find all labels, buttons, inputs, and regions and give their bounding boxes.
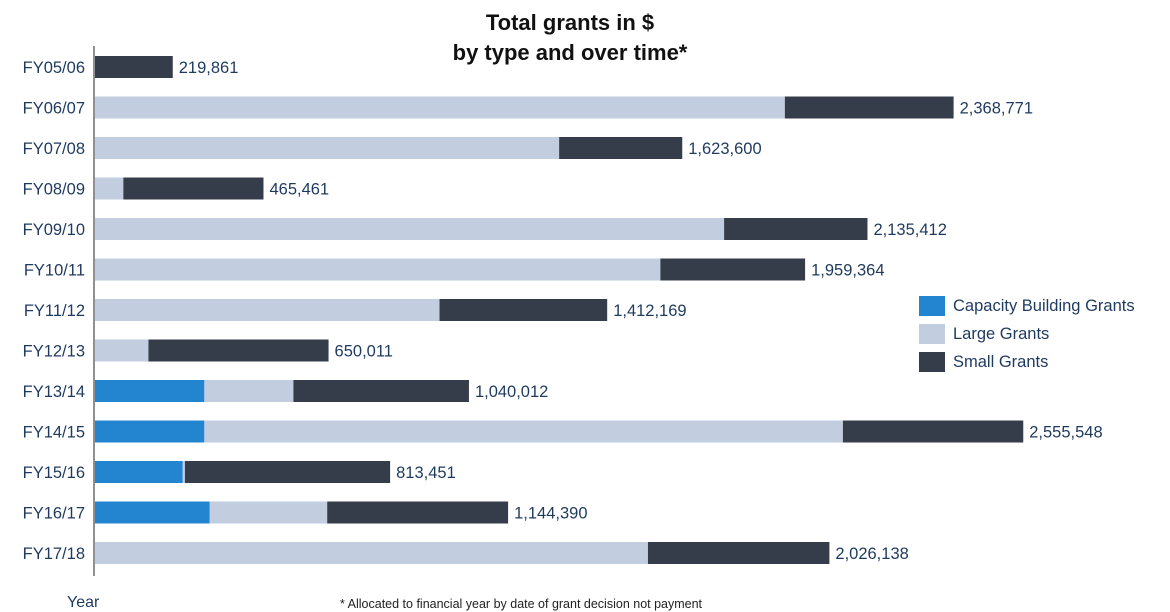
legend-item-small-grants: Small Grants bbox=[919, 348, 1135, 376]
y-tick-label: FY10/11 bbox=[24, 262, 85, 280]
bar-total-label: 1,040,012 bbox=[475, 383, 548, 401]
y-tick-label: FY17/18 bbox=[23, 545, 85, 563]
bar-large-grants-fy15-16 bbox=[182, 461, 185, 483]
bar-large-grants-fy16-17 bbox=[209, 501, 328, 524]
bar-large-grants-fy17-18 bbox=[95, 542, 648, 564]
bar-total-label: 219,861 bbox=[179, 59, 239, 77]
bar-small-grants-fy07-08 bbox=[559, 137, 683, 159]
y-axis-label: Year bbox=[67, 594, 100, 611]
chart-footnote: * Allocated to financial year by date of… bbox=[340, 597, 703, 611]
bar-total-label: 2,026,138 bbox=[835, 545, 908, 563]
chart-title-line-2: by type and over time* bbox=[452, 40, 688, 65]
bar-small-grants-fy10-11 bbox=[660, 258, 806, 281]
legend-item-large-grants: Large Grants bbox=[919, 320, 1135, 348]
chart-legend: Capacity Building Grants Large Grants Sm… bbox=[919, 292, 1135, 376]
bar-total-label: 1,412,169 bbox=[613, 302, 686, 320]
y-tick-label: FY05/06 bbox=[23, 59, 85, 77]
bar-capacity-building-grants-fy14-15 bbox=[95, 420, 205, 443]
bar-small-grants-fy16-17 bbox=[327, 501, 509, 524]
bar-large-grants-fy13-14 bbox=[204, 380, 294, 402]
bar-capacity-building-grants-fy13-14 bbox=[95, 380, 205, 402]
bar-small-grants-fy09-10 bbox=[724, 218, 868, 240]
bar-total-label: 2,555,548 bbox=[1029, 424, 1102, 442]
y-tick-label: FY09/10 bbox=[23, 221, 85, 239]
y-tick-label: FY06/07 bbox=[23, 100, 85, 118]
bar-small-grants-fy11-12 bbox=[439, 299, 608, 321]
bar-total-label: 650,011 bbox=[335, 343, 393, 361]
bar-large-grants-fy11-12 bbox=[95, 299, 440, 321]
bar-large-grants-fy09-10 bbox=[95, 218, 725, 240]
bar-total-label: 813,451 bbox=[396, 464, 456, 482]
legend-swatch-capacity-building bbox=[919, 296, 945, 316]
y-tick-label: FY11/12 bbox=[24, 302, 85, 320]
bar-small-grants-fy12-13 bbox=[148, 339, 329, 362]
legend-label-large-grants: Large Grants bbox=[953, 324, 1050, 343]
bar-total-label: 1,623,600 bbox=[688, 140, 761, 158]
bar-capacity-building-grants-fy16-17 bbox=[95, 501, 210, 524]
bar-small-grants-fy06-07 bbox=[784, 96, 954, 119]
bar-large-grants-fy08-09 bbox=[95, 177, 124, 200]
legend-label-capacity-building: Capacity Building Grants bbox=[953, 296, 1135, 315]
bar-total-label: 2,368,771 bbox=[960, 100, 1033, 118]
y-tick-label: FY13/14 bbox=[23, 383, 85, 401]
legend-swatch-large-grants bbox=[919, 324, 945, 344]
bar-large-grants-fy12-13 bbox=[95, 339, 149, 362]
legend-swatch-small-grants bbox=[919, 352, 945, 372]
bar-total-label: 2,135,412 bbox=[873, 221, 946, 239]
y-tick-label: FY15/16 bbox=[23, 464, 85, 482]
bar-small-grants-fy13-14 bbox=[293, 380, 469, 402]
bar-small-grants-fy14-15 bbox=[842, 420, 1024, 443]
y-tick-label: FY14/15 bbox=[23, 424, 85, 442]
bar-large-grants-fy14-15 bbox=[204, 420, 843, 443]
y-tick-label: FY08/09 bbox=[23, 181, 85, 199]
bar-large-grants-fy07-08 bbox=[95, 137, 560, 159]
bar-total-label: 1,959,364 bbox=[811, 262, 884, 280]
bar-small-grants-fy15-16 bbox=[184, 461, 391, 483]
y-tick-label: FY16/17 bbox=[23, 505, 85, 523]
bar-capacity-building-grants-fy15-16 bbox=[95, 461, 183, 483]
bar-small-grants-fy17-18 bbox=[647, 542, 830, 564]
y-tick-label: FY07/08 bbox=[23, 140, 85, 158]
bar-small-grants-fy05-06 bbox=[95, 56, 173, 78]
bar-small-grants-fy08-09 bbox=[123, 177, 264, 200]
y-tick-label: FY12/13 bbox=[23, 343, 85, 361]
bar-total-label: 465,461 bbox=[269, 181, 329, 199]
bar-total-label: 1,144,390 bbox=[514, 505, 587, 523]
legend-item-capacity-building: Capacity Building Grants bbox=[919, 292, 1135, 320]
legend-label-small-grants: Small Grants bbox=[953, 352, 1049, 371]
chart-title-line-1: Total grants in $ bbox=[485, 10, 655, 35]
bar-large-grants-fy06-07 bbox=[95, 96, 785, 119]
bar-large-grants-fy10-11 bbox=[95, 258, 661, 281]
